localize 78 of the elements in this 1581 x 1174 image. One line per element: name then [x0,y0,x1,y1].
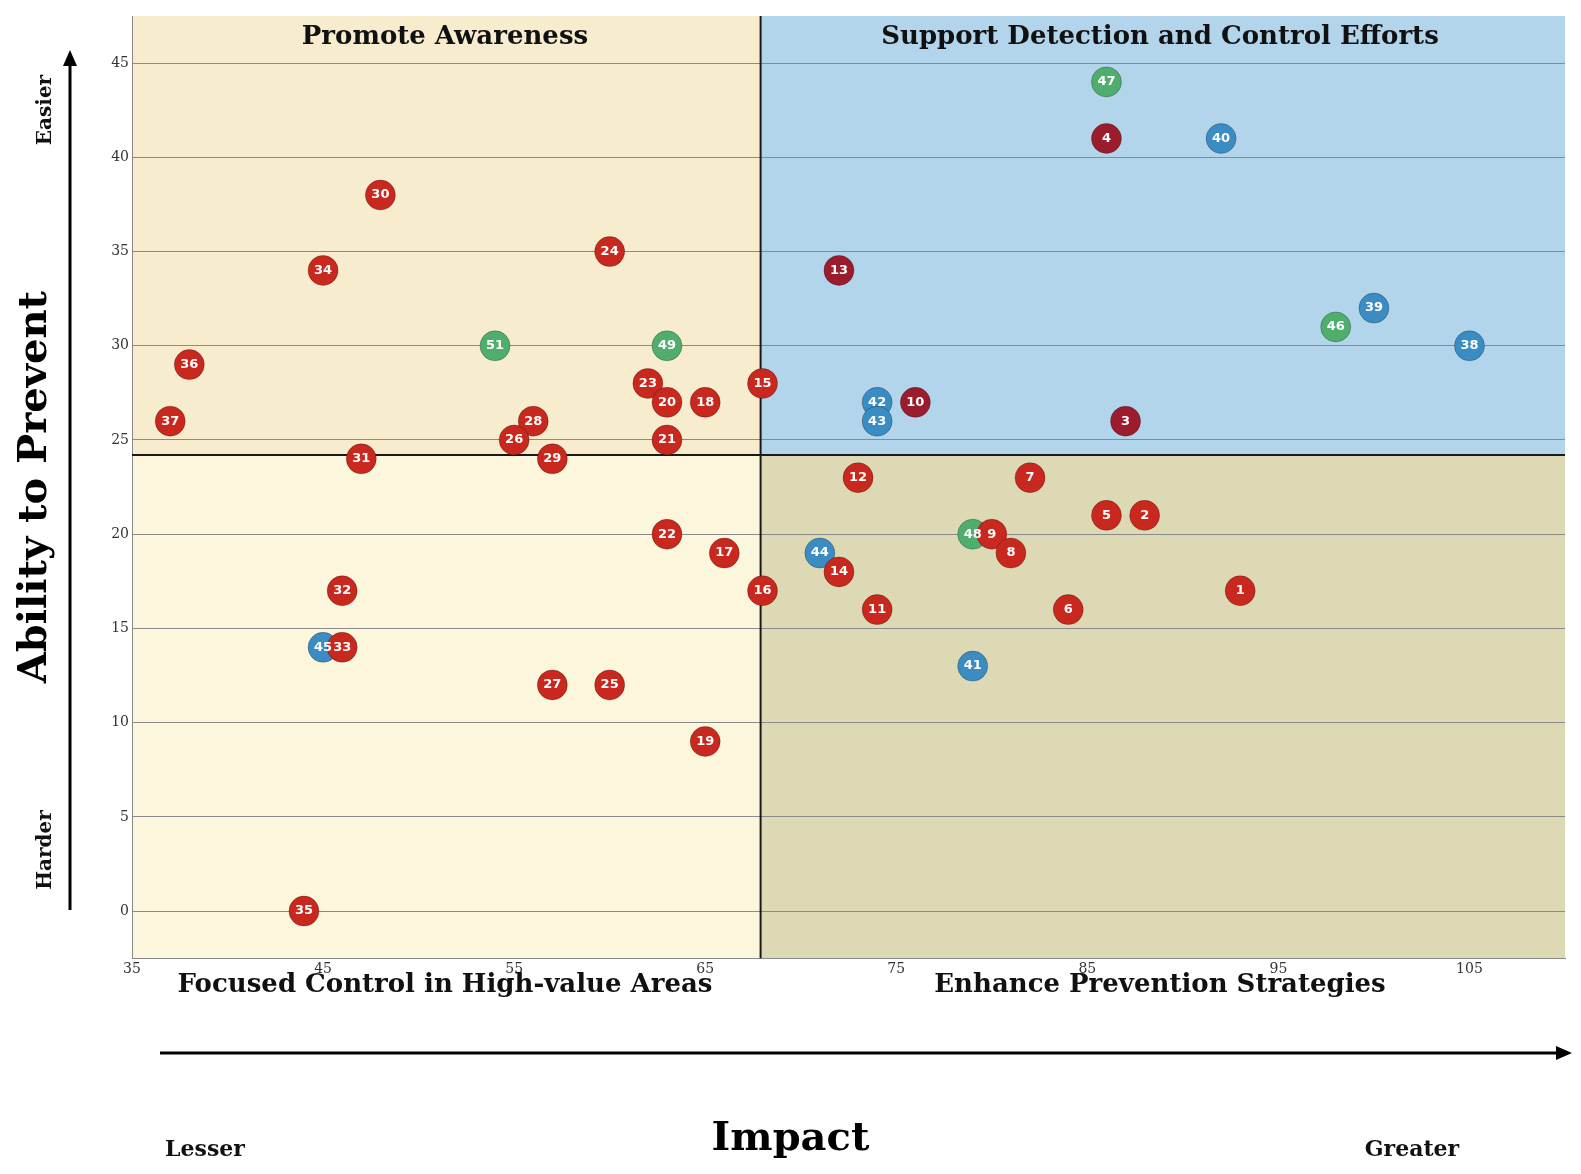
annotation: 39 [1364,299,1383,315]
annotation: 38 [1460,337,1479,353]
y-tick-label: 25 [111,430,129,447]
annotation: 21 [657,431,677,447]
annotation: 6 [1063,600,1073,616]
x-tick-label: 75 [887,960,906,977]
point [1090,122,1122,154]
point [1224,575,1256,607]
annotation: 2 [1140,506,1150,522]
annotation: 35 [294,902,314,918]
annotation: 24 [600,242,619,258]
y-tick-label: 15 [111,619,129,636]
annotation: 1 [1235,582,1245,598]
annotation: 25 [600,676,619,692]
annotation: 12 [849,469,868,485]
y-tick-label: 5 [120,807,129,824]
annotation: 37 [161,412,180,428]
annotation: 32 [333,582,352,598]
y-tick-label: 20 [111,524,129,541]
text: Harder [32,810,56,890]
annotation: 26 [505,431,524,447]
y-tick-label: 45 [111,53,129,70]
annotation: 14 [829,563,848,579]
x-axis-title: Impact [711,1112,870,1159]
y-tick-label: 10 [111,713,129,730]
annotation: 15 [753,374,772,390]
annotation: 28 [524,412,543,428]
point [995,537,1027,569]
annotation: Support Detection and Control Efforts [881,20,1439,50]
x-tick-label: 105 [1456,960,1483,977]
point [1110,405,1142,437]
x-tick-label: 95 [1269,960,1288,977]
text: Lesser [165,1135,245,1161]
annotation: 16 [753,582,772,598]
annotation: 23 [638,374,657,390]
point [1052,594,1084,626]
annotation: 51 [485,337,505,353]
annotation: 4 [1101,129,1111,145]
annotation: 17 [715,544,734,560]
text: Easier [32,74,56,146]
annotation: 29 [543,450,562,466]
annotation: 22 [657,525,677,541]
point [1129,499,1161,531]
annotation: 19 [696,732,715,748]
y-tick-label: 0 [120,901,129,918]
y-axis-title: Ability to Prevent [8,290,56,685]
x-tick-label: 65 [696,960,715,977]
annotation: 34 [314,261,333,277]
y-tick-label: 35 [111,242,129,259]
annotation: 7 [1025,469,1035,485]
annotation: 36 [180,355,199,371]
annotation: 18 [696,393,715,409]
annotation: 8 [1006,544,1016,560]
annotation: 46 [1326,318,1345,334]
annotation: 31 [352,450,371,466]
annotation: 9 [987,525,997,541]
annotation: 11 [868,600,887,616]
annotation: 49 [657,337,677,353]
annotation: 42 [868,393,887,409]
point [1090,499,1122,531]
annotation: 3 [1121,412,1131,428]
annotation: 43 [868,412,887,428]
annotation: 44 [810,544,829,560]
annotation: 40 [1212,129,1231,145]
annotation: 41 [963,657,982,673]
annotation: Promote Awareness [301,20,589,50]
annotation: 13 [829,261,848,277]
annotation: 5 [1101,506,1111,522]
y-tick-label: 30 [111,336,129,353]
text: Greater [1364,1135,1460,1161]
annotation: 20 [657,393,677,409]
annotation: 47 [1097,73,1116,89]
annotation: 33 [333,638,352,654]
annotation: 10 [906,393,925,409]
y-tick-label: 40 [111,147,129,164]
annotation: 27 [543,676,562,692]
point [1014,462,1046,494]
annotation: 30 [371,186,390,202]
